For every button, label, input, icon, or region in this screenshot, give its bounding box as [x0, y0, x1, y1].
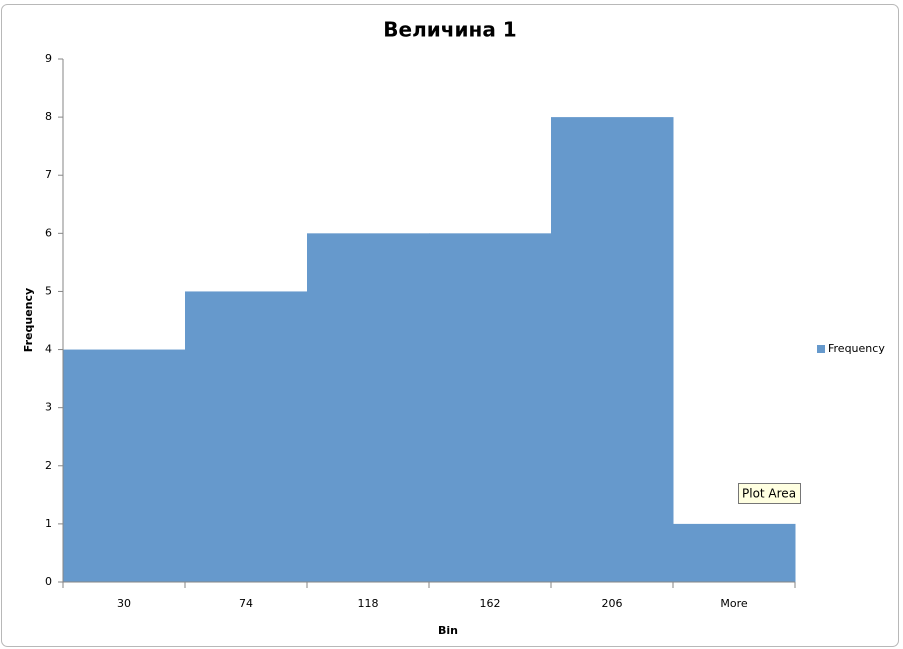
- bar: [429, 233, 552, 583]
- y-tick-label: 5: [45, 284, 52, 297]
- x-tick-label: 30: [117, 597, 131, 610]
- y-tick-label: 4: [45, 343, 52, 356]
- y-tick-label: 9: [45, 52, 52, 65]
- y-tick-label: 0: [45, 575, 52, 588]
- x-axis-title: Bin: [438, 624, 458, 637]
- legend-swatch: [817, 345, 825, 353]
- bar: [307, 233, 430, 583]
- y-tick-label: 6: [45, 226, 52, 239]
- y-tick-label: 1: [45, 517, 52, 530]
- x-tick-label: 206: [602, 597, 623, 610]
- y-axis-title: Frequency: [22, 288, 35, 352]
- y-tick-label: 8: [45, 110, 52, 123]
- y-tick-label: 2: [45, 459, 52, 472]
- bar: [673, 523, 796, 582]
- tooltip-box: [738, 483, 801, 504]
- bar: [63, 349, 186, 582]
- x-tick-label: 74: [239, 597, 253, 610]
- tooltip-text: Plot Area: [742, 487, 796, 501]
- chart-title: Величина 1: [383, 18, 516, 42]
- legend-label: Frequency: [828, 342, 885, 355]
- bar: [185, 291, 308, 582]
- y-tick-label: 7: [45, 168, 52, 181]
- x-tick-label: More: [720, 597, 748, 610]
- bar: [551, 117, 674, 582]
- y-tick-label: 3: [45, 401, 52, 414]
- x-tick-label: 118: [358, 597, 379, 610]
- x-tick-label: 162: [480, 597, 501, 610]
